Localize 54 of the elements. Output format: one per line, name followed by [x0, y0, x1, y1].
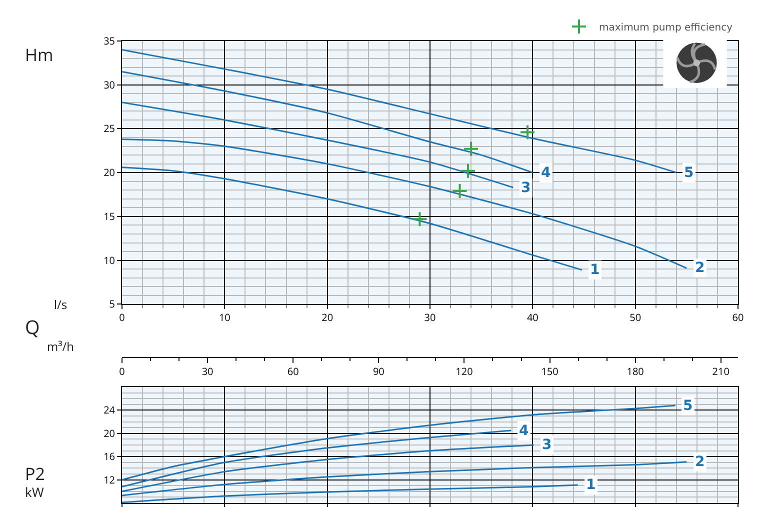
series-label: 1	[590, 262, 600, 278]
y-tick-label: 30	[104, 77, 116, 92]
x2-tick-label: 180	[626, 364, 644, 378]
y-tick-label: 35	[104, 34, 116, 48]
series-label: 3	[521, 180, 531, 196]
point	[460, 162, 476, 179]
series-label: 2	[695, 454, 705, 470]
line-series	[122, 461, 688, 496]
y-axis-title: P2 kW	[25, 462, 45, 501]
line-series	[122, 444, 534, 492]
line-series	[122, 102, 514, 188]
x2-tick-label: 90	[372, 364, 385, 378]
series-label: 5	[684, 165, 694, 181]
y-axis-title: Hm	[25, 43, 54, 66]
x-tick-label: 10	[218, 310, 231, 324]
y-tick-label: 16	[104, 449, 116, 464]
x2-tick-label: 120	[456, 364, 474, 378]
x-tick-label: 50	[630, 310, 642, 324]
text: Q	[25, 314, 40, 340]
legend-label: maximum pump efficiency	[599, 22, 733, 34]
x-tick-label: 30	[424, 310, 436, 324]
x2-tick-label: 60	[287, 364, 300, 378]
y-tick-label: 24	[104, 402, 116, 417]
line-series	[122, 484, 579, 503]
line-series	[122, 430, 512, 488]
x2-tick-label: 150	[541, 364, 559, 378]
x-tick-label: 40	[526, 310, 539, 324]
series-label: 2	[695, 260, 705, 276]
x-tick-label: 0	[119, 310, 126, 324]
series-label: 1	[586, 477, 596, 493]
x2-axis-title: m³/h	[47, 338, 74, 355]
point	[452, 183, 468, 200]
x-tick-label: 20	[322, 310, 334, 324]
point	[520, 124, 536, 140]
x2-tick-label: 210	[712, 364, 730, 378]
series-label: 3	[542, 437, 552, 453]
point	[412, 211, 428, 228]
series-label: 4	[541, 165, 551, 181]
line-series	[122, 166, 583, 271]
y-tick-label: 20	[104, 426, 116, 440]
series-label: 5	[683, 398, 693, 414]
y-tick-label: 20	[104, 165, 116, 180]
x-tick-label: 60	[732, 310, 744, 324]
y-tick-label: 12	[104, 472, 116, 486]
x-axis-title: l/s	[54, 296, 68, 313]
x2-tick-label: 0	[119, 364, 126, 378]
series-label: 4	[519, 423, 529, 439]
y-tick-label: 15	[104, 208, 116, 223]
point	[463, 140, 480, 157]
y-tick-label: 10	[104, 252, 116, 267]
line-series	[122, 70, 534, 174]
y-tick-label: 25	[104, 121, 116, 136]
x2-tick-label: 30	[202, 364, 214, 378]
y-tick-label: 5	[109, 296, 116, 311]
